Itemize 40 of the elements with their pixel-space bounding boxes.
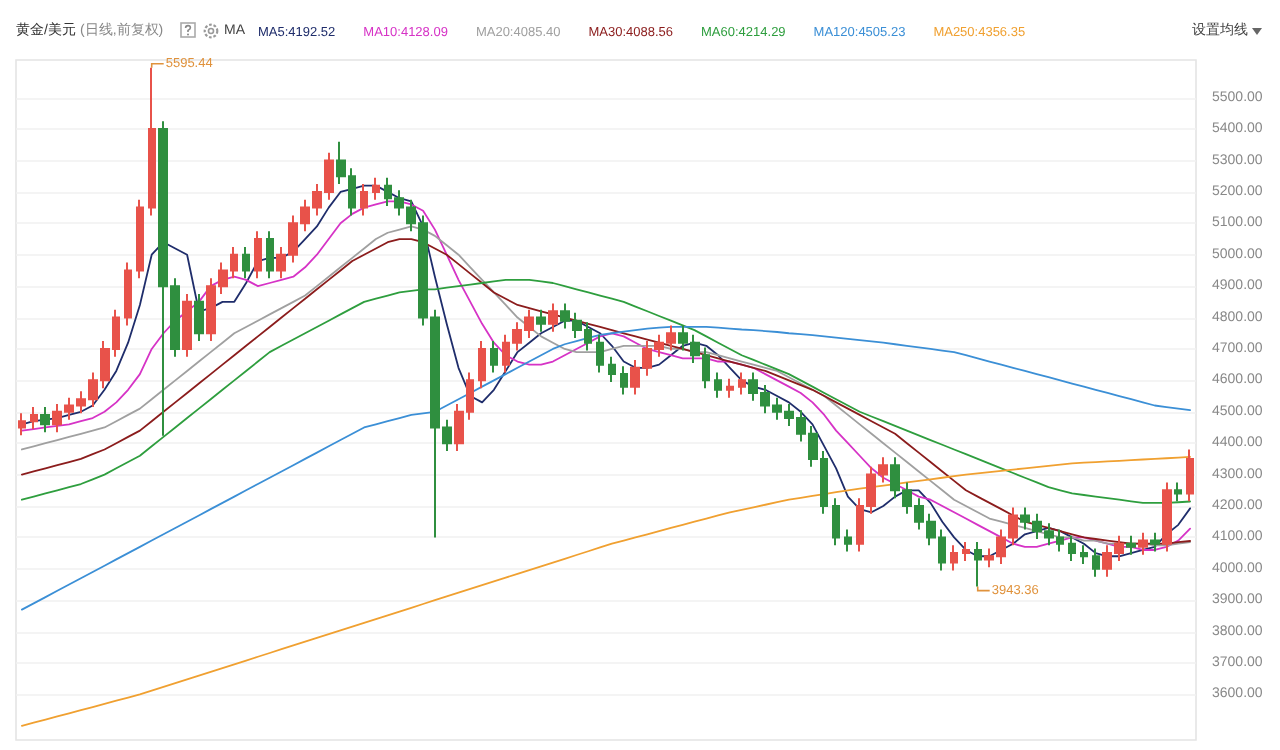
candlestick	[136, 198, 144, 280]
line-series	[21, 456, 1191, 727]
line-series	[21, 278, 1191, 504]
candlestick	[832, 497, 840, 547]
candlestick	[726, 377, 734, 399]
candlestick	[30, 406, 38, 431]
candlestick	[950, 544, 958, 572]
candlestick	[1174, 481, 1182, 503]
candlestick	[1068, 534, 1076, 562]
candlestick	[182, 293, 192, 358]
candlestick	[620, 365, 628, 396]
candlestick	[1150, 531, 1160, 553]
candlestick	[148, 66, 156, 217]
candlestick	[490, 340, 498, 374]
candlestick	[124, 261, 132, 327]
candlestick	[536, 308, 546, 333]
candlestick	[1186, 448, 1194, 503]
candlestick	[596, 333, 604, 374]
candlestick	[360, 183, 368, 217]
candlestick	[254, 230, 262, 280]
candlestick	[1126, 534, 1136, 556]
candlestick	[1080, 544, 1088, 566]
candlestick	[40, 406, 50, 434]
candlestick	[844, 528, 852, 553]
candlestick	[738, 371, 746, 396]
candlestick	[608, 355, 616, 383]
candlestick	[714, 371, 722, 399]
line-series	[21, 326, 1191, 611]
candlestick	[242, 245, 250, 280]
candlestick	[548, 302, 558, 333]
candlestick	[194, 293, 204, 343]
candlestick	[974, 541, 982, 588]
candlestick	[18, 412, 26, 437]
candlestick	[962, 541, 970, 562]
candlestick	[1092, 547, 1100, 578]
candlestick	[372, 176, 380, 201]
candlestick	[1138, 531, 1148, 556]
candlestick	[266, 230, 274, 280]
candlestick	[1162, 481, 1172, 553]
candlestick	[478, 340, 486, 390]
